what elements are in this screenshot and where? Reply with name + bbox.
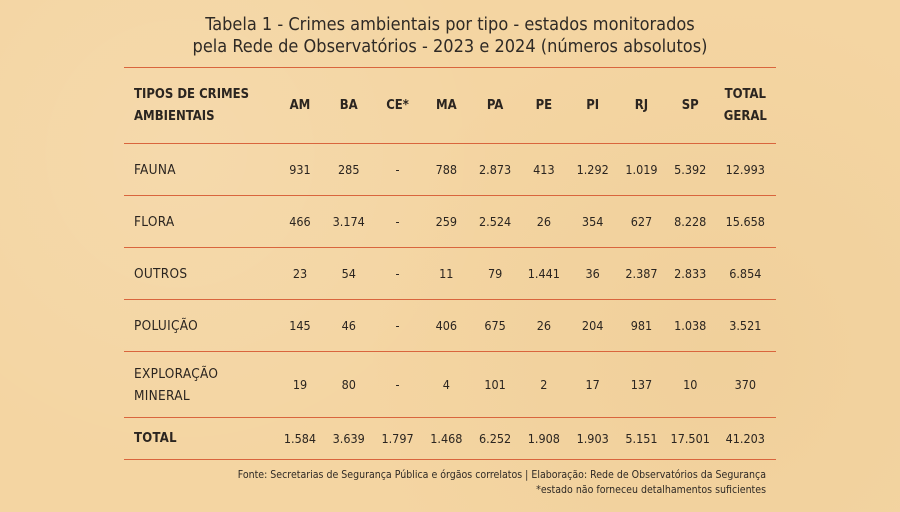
cell: 137 [617, 351, 666, 418]
cell: 675 [470, 299, 520, 352]
table-row: FLORA 466 3.174 - 259 2.524 26 354 627 8… [124, 195, 776, 248]
header-state: RJ [617, 67, 666, 144]
row-total: 15.658 [714, 195, 776, 248]
header-row: TIPOS DE CRIMES AMBIENTAIS AM BA CE* MA … [124, 67, 776, 144]
cell: 1.292 [568, 143, 618, 196]
table-title-line2: pela Rede de Observatórios - 2023 e 2024… [192, 36, 708, 57]
row-label: EXPLORAÇÃO MINERAL [124, 351, 276, 418]
cell: 1.038 [665, 299, 715, 352]
header-state: BA [324, 67, 374, 144]
cell: 3.174 [324, 195, 374, 248]
table-row: OUTROS 23 54 - 11 79 1.441 36 2.387 2.83… [124, 247, 776, 300]
cell: 8.228 [665, 195, 715, 248]
cell: 1.441 [519, 247, 569, 300]
row-label: POLUIÇÃO [124, 299, 276, 352]
header-state: MA [421, 67, 471, 144]
total-label: TOTAL [124, 417, 276, 460]
total-row: TOTAL 1.584 3.639 1.797 1.468 6.252 1.90… [124, 417, 776, 460]
cell: 2.873 [470, 143, 520, 196]
table-title: Tabela 1 - Crimes ambientais por tipo - … [0, 14, 900, 58]
cell: - [373, 351, 422, 418]
table-row: EXPLORAÇÃO MINERAL 19 80 - 4 101 2 17 13… [124, 351, 776, 418]
cell: 54 [324, 247, 374, 300]
cell: 627 [617, 195, 666, 248]
row-total: 12.993 [714, 143, 776, 196]
table-row: FAUNA 931 285 - 788 2.873 413 1.292 1.01… [124, 143, 776, 196]
crimes-table: TIPOS DE CRIMES AMBIENTAIS AM BA CE* MA … [124, 67, 776, 460]
cell: 17.501 [665, 417, 715, 460]
footer: Fonte: Secretarias de Segurança Pública … [238, 468, 766, 498]
cell: 26 [519, 195, 569, 248]
cell: 101 [470, 351, 520, 418]
cell: 23 [275, 247, 325, 300]
row-total: 3.521 [714, 299, 776, 352]
cell: 36 [568, 247, 618, 300]
table-title-line1: Tabela 1 - Crimes ambientais por tipo - … [205, 14, 695, 35]
cell: 2 [519, 351, 569, 418]
row-total: 6.854 [714, 247, 776, 300]
cell: 981 [617, 299, 666, 352]
header-state: PE [519, 67, 569, 144]
cell: 931 [275, 143, 325, 196]
row-label: OUTROS [124, 247, 276, 300]
cell: 10 [665, 351, 715, 418]
source-note: Fonte: Secretarias de Segurança Pública … [237, 469, 766, 481]
cell: 204 [568, 299, 618, 352]
row-label: FLORA [124, 195, 276, 248]
cell: 788 [421, 143, 471, 196]
cell: 1.019 [617, 143, 666, 196]
cell: 2.833 [665, 247, 715, 300]
table-row: POLUIÇÃO 145 46 - 406 675 26 204 981 1.0… [124, 299, 776, 352]
cell: 46 [324, 299, 374, 352]
cell: 19 [275, 351, 325, 418]
header-total: TOTAL GERAL [714, 67, 776, 144]
cell: 79 [470, 247, 520, 300]
cell: 6.252 [470, 417, 520, 460]
cell: 5.151 [617, 417, 666, 460]
cell: 4 [421, 351, 471, 418]
cell: 1.797 [373, 417, 422, 460]
header-state: PA [470, 67, 520, 144]
cell: 80 [324, 351, 374, 418]
row-total: 370 [714, 351, 776, 418]
header-state: CE* [373, 67, 422, 144]
cell: 5.392 [665, 143, 715, 196]
cell: 1.908 [519, 417, 569, 460]
cell: 26 [519, 299, 569, 352]
cell: 1.468 [421, 417, 471, 460]
header-type: TIPOS DE CRIMES AMBIENTAIS [124, 67, 276, 144]
cell: 466 [275, 195, 325, 248]
row-label: FAUNA [124, 143, 276, 196]
header-state: SP [665, 67, 715, 144]
cell: 2.524 [470, 195, 520, 248]
cell: 413 [519, 143, 569, 196]
cell: 3.639 [324, 417, 374, 460]
asterisk-note: *estado não forneceu detalhamentos sufic… [536, 484, 766, 496]
cell: 2.387 [617, 247, 666, 300]
cell: 259 [421, 195, 471, 248]
cell: - [373, 143, 422, 196]
cell: - [373, 299, 422, 352]
cell: - [373, 247, 422, 300]
header-state: PI [568, 67, 618, 144]
header-state: AM [275, 67, 325, 144]
cell: 1.903 [568, 417, 618, 460]
cell: 406 [421, 299, 471, 352]
cell: 145 [275, 299, 325, 352]
cell: 285 [324, 143, 374, 196]
cell: 17 [568, 351, 618, 418]
cell: 11 [421, 247, 471, 300]
cell: 1.584 [275, 417, 325, 460]
grand-total: 41.203 [714, 417, 776, 460]
cell: 354 [568, 195, 618, 248]
cell: - [373, 195, 422, 248]
